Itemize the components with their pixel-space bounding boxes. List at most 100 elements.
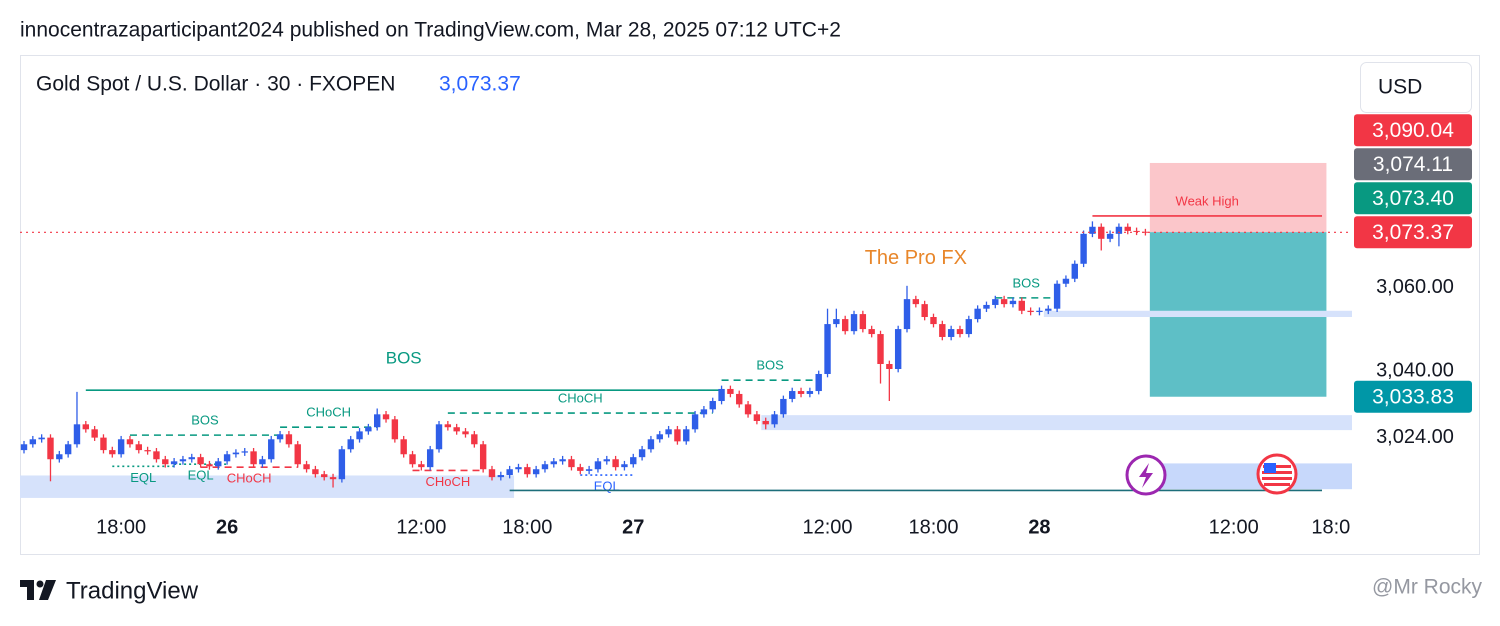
level-label: CHoCH bbox=[425, 474, 470, 489]
candle-body bbox=[930, 317, 937, 325]
candle-body bbox=[294, 444, 301, 465]
chart-frame bbox=[20, 55, 1480, 555]
candle-body bbox=[215, 461, 222, 467]
candle-body bbox=[1062, 278, 1070, 284]
candle-body bbox=[109, 450, 116, 455]
candle-body bbox=[356, 431, 363, 440]
price-tag bbox=[1354, 148, 1472, 181]
price-tag bbox=[1354, 182, 1472, 215]
candle-body bbox=[559, 459, 566, 462]
candle-body bbox=[744, 404, 752, 415]
zone bbox=[761, 415, 1352, 431]
level-label: CHoCH bbox=[227, 471, 272, 486]
candle-body bbox=[841, 319, 849, 332]
zone bbox=[1149, 463, 1352, 490]
y-tick-label: 3,024.00 bbox=[1376, 426, 1454, 448]
candle-body bbox=[241, 451, 248, 453]
candle-body bbox=[647, 439, 655, 450]
price-tag-label: 3,073.40 bbox=[1372, 187, 1454, 210]
candle-body bbox=[135, 444, 142, 451]
candle-body bbox=[126, 439, 134, 445]
price-tag-label: 3,033.83 bbox=[1372, 385, 1454, 408]
candle-body bbox=[903, 299, 911, 330]
candle-body bbox=[91, 429, 98, 438]
price-tag bbox=[1354, 380, 1472, 413]
candle-body bbox=[285, 434, 293, 445]
x-tick-label: 12:00 bbox=[1209, 516, 1259, 538]
candle-body bbox=[435, 424, 443, 450]
candle-body bbox=[374, 414, 381, 428]
currency-button[interactable] bbox=[1360, 62, 1472, 113]
lightning-icon[interactable] bbox=[1125, 454, 1167, 496]
candle-body bbox=[850, 314, 858, 332]
price-tag-label: 3,074.11 bbox=[1373, 153, 1453, 176]
candle-body bbox=[965, 319, 973, 335]
candle-body bbox=[700, 409, 708, 415]
candle-body bbox=[1018, 300, 1025, 311]
y-tick-label: 3,060.00 bbox=[1376, 276, 1454, 298]
candle-body bbox=[1106, 233, 1114, 239]
candle-body bbox=[100, 437, 107, 451]
zone bbox=[20, 475, 515, 498]
level-label: CHoCH bbox=[558, 391, 603, 406]
candle-body bbox=[833, 319, 840, 325]
candle-body bbox=[956, 329, 964, 335]
candle-body bbox=[1000, 299, 1008, 305]
candle-body bbox=[162, 459, 169, 465]
candle-body bbox=[577, 467, 584, 471]
candle-body bbox=[824, 324, 831, 374]
candle-body bbox=[568, 459, 575, 468]
level-label: BOS bbox=[191, 413, 219, 428]
candle-body bbox=[894, 329, 902, 369]
candle-body bbox=[1089, 226, 1096, 234]
candle-body bbox=[594, 461, 602, 470]
candle-body bbox=[321, 474, 328, 478]
candle-body bbox=[780, 398, 787, 415]
annotation: The Pro FX bbox=[865, 247, 967, 269]
level-label: BOS bbox=[756, 358, 784, 373]
candle-body bbox=[939, 324, 946, 337]
candle-body bbox=[868, 329, 875, 335]
candle-body bbox=[665, 429, 672, 435]
candle-body bbox=[550, 461, 557, 465]
price-tag bbox=[1354, 114, 1472, 147]
x-tick-label: 18:0 bbox=[1311, 516, 1350, 538]
candle-body bbox=[974, 308, 981, 320]
us-flag-icon[interactable] bbox=[1256, 453, 1298, 495]
candle-body bbox=[1027, 310, 1034, 313]
level-label: BOS bbox=[1012, 275, 1040, 290]
candle-body bbox=[382, 414, 390, 420]
x-tick-label: 18:00 bbox=[502, 516, 552, 538]
last-price: 3,073.37 bbox=[439, 73, 521, 96]
candle-body bbox=[691, 414, 699, 430]
candle-body bbox=[1009, 300, 1017, 305]
candle-body bbox=[179, 459, 187, 462]
candle-body bbox=[471, 434, 478, 445]
watermark: @Mr Rocky bbox=[1372, 576, 1482, 599]
currency-label[interactable]: USD bbox=[1378, 76, 1422, 99]
candle-body bbox=[38, 437, 45, 440]
candle-body bbox=[497, 475, 505, 478]
candle-body bbox=[400, 439, 407, 455]
candle-body bbox=[268, 439, 275, 460]
candle-body bbox=[1142, 231, 1149, 233]
brand: TradingView bbox=[66, 577, 199, 604]
candle-body bbox=[312, 469, 319, 475]
candle-body bbox=[789, 391, 796, 399]
candle-body bbox=[329, 477, 337, 480]
price-tag-label: 3,073.37 bbox=[1372, 221, 1454, 244]
candle-body bbox=[886, 364, 893, 369]
price-tag bbox=[1354, 216, 1472, 249]
candle-body bbox=[365, 427, 372, 432]
candle-body bbox=[815, 373, 822, 392]
candle-body bbox=[426, 449, 434, 468]
y-tick-label: 3,040.00 bbox=[1376, 359, 1454, 381]
candle-body bbox=[1045, 308, 1052, 311]
candle-body bbox=[771, 414, 778, 425]
candle-body bbox=[347, 439, 354, 450]
level-label: Weak High bbox=[1176, 193, 1239, 208]
candle-body bbox=[683, 429, 690, 442]
candle-body bbox=[303, 464, 310, 470]
candle-body bbox=[259, 459, 266, 465]
candle-body bbox=[82, 424, 90, 430]
